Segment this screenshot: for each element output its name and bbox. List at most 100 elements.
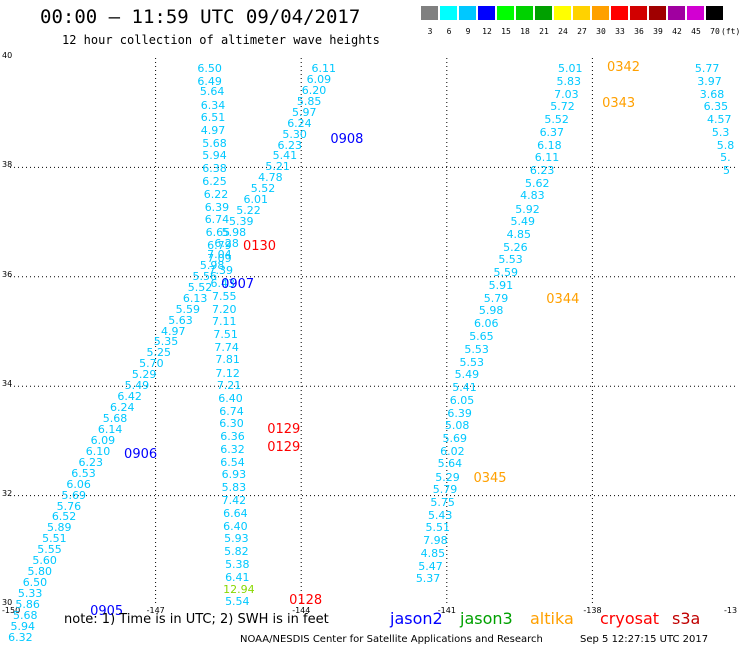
wave-height-value: 6.22 xyxy=(203,187,229,201)
wave-height-value: 5.79 xyxy=(483,291,509,305)
wave-height-value: 5.72 xyxy=(550,100,575,114)
wave-height-value: 6.65 xyxy=(205,226,231,240)
color-scale-label: 39 xyxy=(653,27,663,36)
color-scale-label: 24 xyxy=(558,27,568,36)
wave-height-value: 5.47 xyxy=(418,559,443,573)
wave-height-value: 6.23 xyxy=(529,164,555,178)
wave-height-value: 7.39 xyxy=(208,264,234,278)
color-scale-swatch xyxy=(440,6,457,20)
wave-height-value: 6.53 xyxy=(71,466,96,480)
wave-height-value: 6.09 xyxy=(90,433,116,447)
wave-height-value: 7.51 xyxy=(213,328,238,342)
wave-height-value: 5.52 xyxy=(187,280,213,294)
wave-height-value: 6.49 xyxy=(197,74,222,88)
pass-time-label: 0905 xyxy=(90,604,124,620)
wave-height-value: 6.20 xyxy=(301,83,327,97)
wave-height-value: 7.81 xyxy=(215,353,240,367)
wave-height-value: 6.18 xyxy=(537,138,562,152)
wave-height-value: 5.59 xyxy=(493,265,518,279)
satellite-legend-item: s3a xyxy=(672,609,701,628)
color-scale-label: 18 xyxy=(520,27,530,36)
wave-height-value: 6.24 xyxy=(287,116,312,130)
wave-height-value: 6.50 xyxy=(22,576,48,590)
color-scale-label: 42 xyxy=(672,27,682,36)
wave-height-value: 6.01 xyxy=(243,193,269,207)
wave-height-value: 5.68 xyxy=(12,608,38,622)
wave-height-value: 5.83 xyxy=(556,74,582,88)
wave-height-value: 6.42 xyxy=(117,390,142,404)
latitude-tick-label: 34 xyxy=(2,379,13,389)
color-scale-label: 33 xyxy=(615,27,625,36)
wave-height-value: 5.35 xyxy=(153,335,179,349)
wave-height-value: 6.32 xyxy=(220,443,245,457)
wave-height-value: 7.12 xyxy=(215,366,240,380)
wave-height-value: 6.74 xyxy=(219,404,244,418)
wave-height-value: 7.21 xyxy=(216,379,242,393)
wave-height-value: 7.09 xyxy=(207,251,232,265)
wave-height-value: 5.97 xyxy=(292,105,317,119)
pass-time-label: 0344 xyxy=(546,292,580,308)
color-scale-swatch xyxy=(478,6,495,20)
wave-height-value: 3.97 xyxy=(697,74,722,88)
satellite-legend-item: cryosat xyxy=(600,609,660,628)
wave-height-value: 6.41 xyxy=(225,570,250,584)
wave-height-value: 5.41 xyxy=(272,149,298,163)
wave-height-value: 5.94 xyxy=(202,149,227,163)
wave-height-value: 5.65 xyxy=(469,329,494,343)
color-scale-label: 3 xyxy=(427,27,433,36)
wave-height-value: 6.39 xyxy=(204,200,230,214)
wave-height-value: 5.49 xyxy=(510,215,535,229)
wave-height-value: 5.29 xyxy=(131,368,157,382)
color-scale-label: 21 xyxy=(539,27,549,36)
wave-height-value: 6.11 xyxy=(311,61,336,75)
color-scale-label: 30 xyxy=(596,27,606,36)
pass-time-label: 0907 xyxy=(221,277,255,292)
wave-height-value: 6.05 xyxy=(449,393,475,407)
wave-height-value: 6.93 xyxy=(221,468,247,482)
wave-height-value: 6.54 xyxy=(220,455,245,469)
pass-time-label: 0342 xyxy=(606,59,641,75)
pass-time-label: 0130 xyxy=(242,238,277,254)
wave-height-value: 5.21 xyxy=(265,160,290,174)
longitude-tick-label: -144 xyxy=(292,606,311,615)
page-title: 00:00 – 11:59 UTC 09/04/2017 xyxy=(40,6,361,28)
wave-height-value: 5.62 xyxy=(525,176,550,190)
wave-height-value: 6.51 xyxy=(200,111,226,125)
satellite-legend-item: jason3 xyxy=(460,609,513,628)
wave-height-value: 6.23 xyxy=(78,455,104,469)
pass-time-label: 0908 xyxy=(330,132,364,148)
page-subtitle: 12 hour collection of altimeter wave hei… xyxy=(62,33,380,47)
wave-height-value: 6.79 xyxy=(207,238,232,252)
wave-height-value: 12.94 xyxy=(223,582,255,596)
color-scale-swatch xyxy=(649,6,666,20)
wave-height-value: 5.51 xyxy=(425,521,451,535)
wave-height-value: 5.53 xyxy=(459,355,484,369)
color-scale-label: 6 xyxy=(446,27,452,36)
wave-height-value: 5.64 xyxy=(437,457,463,471)
latitude-tick-label: 38 xyxy=(2,160,13,170)
wave-height-value: 6.35 xyxy=(703,100,729,114)
wave-height-value: 5.54 xyxy=(225,595,250,609)
wave-height-value: 3.68 xyxy=(699,87,725,101)
wave-height-value: 5.29 xyxy=(435,470,460,484)
wave-height-value: 5.49 xyxy=(454,368,480,382)
latitude-tick-label: 40 xyxy=(2,51,13,60)
wave-height-value: 6.50 xyxy=(197,61,222,75)
wave-height-value: 5. xyxy=(720,151,731,165)
wave-height-value: 5.69 xyxy=(61,488,87,502)
wave-height-value: 5.49 xyxy=(124,379,150,393)
wave-height-value: 5.70 xyxy=(139,357,164,371)
satellite-legend-item: jason2 xyxy=(390,609,443,628)
wave-height-value: 4.85 xyxy=(506,227,532,241)
wave-height-value: 5.55 xyxy=(37,543,62,557)
wave-height-value: 5.64 xyxy=(199,85,225,99)
pass-time-label: 0129 xyxy=(267,421,301,437)
wave-height-value: 7.03 xyxy=(554,87,579,101)
color-scale-swatch xyxy=(535,6,552,20)
wave-height-value: 6.34 xyxy=(200,98,226,112)
color-scale-swatch xyxy=(554,6,571,20)
wave-height-value: 5.43 xyxy=(427,508,453,522)
color-scale-swatch xyxy=(687,6,704,20)
pass-time-label: 0345 xyxy=(473,471,507,487)
